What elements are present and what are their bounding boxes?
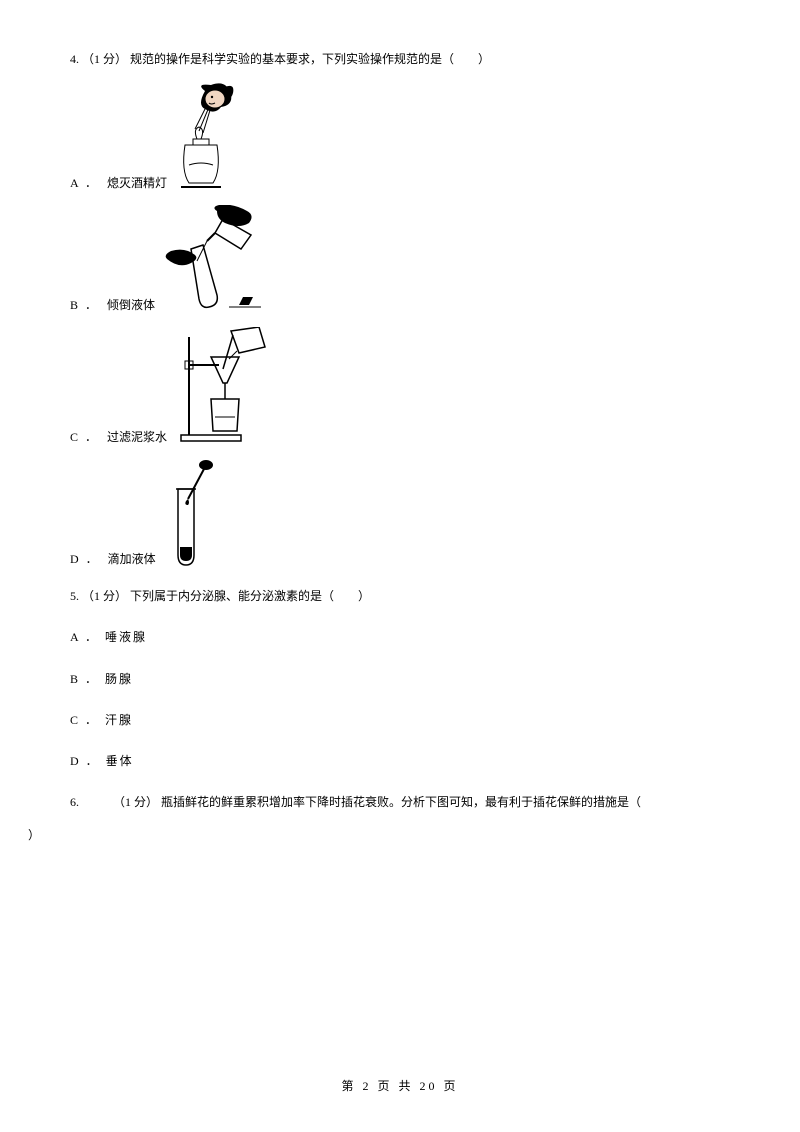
q4-stem-text: 规范的操作是科学实验的基本要求，下列实验操作规范的是（ ） bbox=[130, 52, 490, 66]
page-footer: 第 2 页 共 20 页 bbox=[0, 1077, 800, 1094]
q4-option-c: C ． 过滤泥浆水 bbox=[70, 327, 730, 447]
q4-number: 4. bbox=[70, 52, 79, 66]
q5-option-b: B ． 肠腺 bbox=[70, 670, 730, 689]
page-number: 第 2 页 共 20 页 bbox=[341, 1079, 458, 1093]
q4-c-text: 过滤泥浆水 bbox=[107, 428, 167, 447]
q4-b-label: B ． bbox=[70, 296, 99, 315]
q5-c-label: C ． bbox=[70, 713, 99, 727]
q5-option-c: C ． 汗腺 bbox=[70, 711, 730, 730]
q5-points: （1 分） bbox=[82, 589, 127, 603]
q4-points: （1 分） bbox=[82, 52, 127, 66]
q4-d-text: 滴加液体 bbox=[108, 550, 156, 569]
q4-b-image bbox=[163, 205, 263, 315]
page-content: 4. （1 分） 规范的操作是科学实验的基本要求，下列实验操作规范的是（ ） A… bbox=[0, 0, 800, 843]
pour-liquid-icon bbox=[163, 205, 263, 315]
q6-points: （1 分） bbox=[113, 795, 158, 809]
q4-option-a: A ． 熄灭酒精灯 bbox=[70, 83, 730, 193]
q4-b-text: 倾倒液体 bbox=[107, 296, 155, 315]
q6-stem-b: ） bbox=[28, 828, 40, 842]
q4-d-image bbox=[164, 459, 224, 569]
q4-a-image bbox=[175, 83, 245, 193]
q5-b-label: B ． bbox=[70, 672, 99, 686]
q6-stem-a: 瓶插鲜花的鲜重累积增加率下降时插花衰败。分析下图可知，最有利于插花保鲜的措施是（ bbox=[161, 795, 641, 809]
q5-stem-text: 下列属于内分泌腺、能分泌激素的是（ ） bbox=[130, 589, 370, 603]
q4-a-label: A ． bbox=[70, 174, 99, 193]
q4-option-b: B ． 倾倒液体 bbox=[70, 205, 730, 315]
q5-stem: 5. （1 分） 下列属于内分泌腺、能分泌激素的是（ ） bbox=[70, 587, 730, 606]
q5-a-text: 唾液腺 bbox=[105, 630, 147, 644]
q4-a-text: 熄灭酒精灯 bbox=[107, 174, 167, 193]
q5-option-a: A ． 唾液腺 bbox=[70, 628, 730, 647]
q5-b-text: 肠腺 bbox=[105, 672, 133, 686]
q6-stem-close: ） bbox=[28, 826, 730, 843]
q6-stem: 6. （1 分） 瓶插鲜花的鲜重累积增加率下降时插花衰败。分析下图可知，最有利于… bbox=[70, 793, 730, 812]
q5-c-text: 汗腺 bbox=[105, 713, 133, 727]
q5-option-d: D ． 垂体 bbox=[70, 752, 730, 771]
q4-d-label: D ． bbox=[70, 550, 100, 569]
q4-c-image bbox=[175, 327, 275, 447]
q5-a-label: A ． bbox=[70, 630, 99, 644]
alcohol-lamp-blow-icon bbox=[175, 83, 245, 193]
q5-number: 5. bbox=[70, 589, 79, 603]
dropper-icon bbox=[164, 459, 224, 569]
filter-icon bbox=[175, 327, 275, 447]
q4-c-label: C ． bbox=[70, 428, 99, 447]
q4-stem: 4. （1 分） 规范的操作是科学实验的基本要求，下列实验操作规范的是（ ） bbox=[70, 50, 730, 69]
q4-option-d: D ． 滴加液体 bbox=[70, 459, 730, 569]
q5-d-text: 垂体 bbox=[106, 754, 134, 768]
q5-d-label: D ． bbox=[70, 754, 100, 768]
q6-number: 6. bbox=[70, 795, 79, 809]
